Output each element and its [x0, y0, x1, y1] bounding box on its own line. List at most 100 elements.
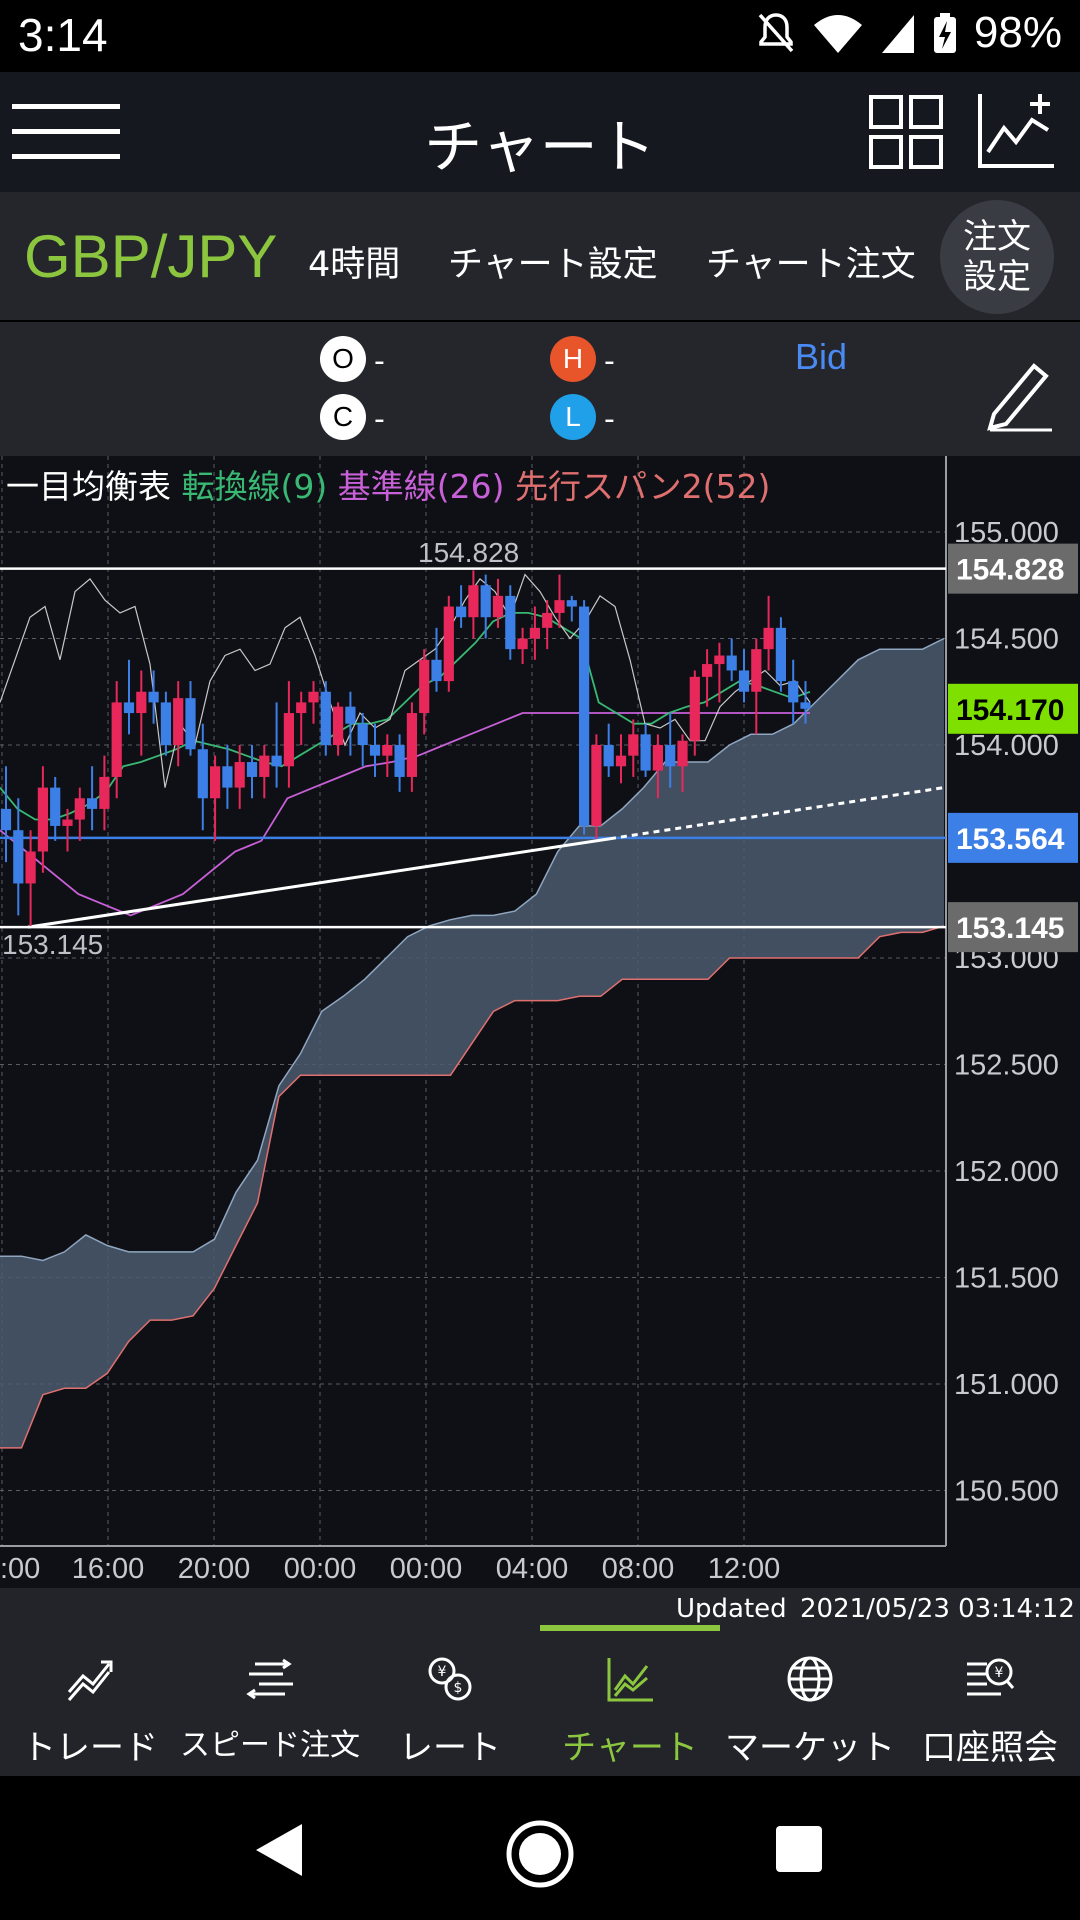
candle-body [222, 766, 233, 788]
rate-icon: ¥$ [428, 1657, 472, 1701]
candle-body [419, 659, 430, 714]
tab-speed-order[interactable]: スピード注文 [180, 1628, 360, 1776]
candle-body [333, 706, 344, 745]
tab-label: マーケット [725, 1728, 895, 1768]
timeframe-selector[interactable]: 4時間 [308, 245, 401, 285]
x-tick-label: 08:00 [602, 1553, 675, 1585]
indicator-legend: 一目均衡表 転換線(9) 基準線(26) 先行スパン2(52) [6, 467, 770, 506]
candle-body [640, 734, 651, 771]
x-tick-label: 20:00 [178, 1553, 251, 1585]
home-icon[interactable] [504, 1818, 576, 1890]
legend-tenkan: 転換線(9) [171, 467, 327, 506]
candle-body [382, 745, 393, 756]
ohlc-panel: O - C - H - L - Bid [0, 322, 1080, 456]
candle-body [406, 713, 417, 777]
candle-body [308, 691, 319, 703]
tab-rate[interactable]: ¥ $ レート [360, 1628, 540, 1776]
high-annotation: 154.828 [418, 537, 519, 568]
y-tick-label: 154.500 [954, 624, 1059, 656]
chart-area[interactable]: 一目均衡表 転換線(9) 基準線(26) 先行スパン2(52) 154.828 15… [0, 456, 1080, 1588]
menu-line [12, 154, 120, 159]
candle-body [542, 612, 553, 628]
candle-body [283, 713, 294, 767]
senkou-span-b-line [0, 925, 945, 1449]
candle-body [345, 706, 356, 724]
price-tag-label: 154.170 [956, 694, 1064, 727]
chart-order-button[interactable]: チャート注文 [706, 245, 916, 285]
tab-chart[interactable]: チャート [540, 1628, 720, 1776]
pencil-draw-icon[interactable] [982, 352, 1056, 432]
wifi-icon [813, 15, 862, 53]
recents-icon[interactable] [776, 1826, 822, 1872]
active-tab-indicator [540, 1625, 720, 1631]
open-badge: O [320, 336, 366, 382]
updated-row: Updated 2021/05/23 03:14:12 [0, 1588, 1080, 1628]
close-value: - [374, 402, 385, 437]
candle-body [665, 745, 676, 767]
price-tag-bg [948, 683, 1078, 734]
order-settings-label-1: 注文 [963, 217, 1031, 257]
y-tick-label: 154.000 [954, 730, 1059, 762]
bottom-tab-bar: トレード スピード注文 ¥ $ レート チャート マーケット ¥ 口座照会 [0, 1628, 1080, 1776]
candle-body [554, 600, 565, 613]
grid-layout-icon[interactable] [868, 94, 944, 170]
senkou-span-a-line [0, 637, 945, 1262]
tab-label: チャート [562, 1728, 698, 1768]
price-tag-label: 154.828 [956, 554, 1064, 587]
low-badge: L [550, 394, 596, 440]
candle-body [87, 798, 98, 809]
candle-body [566, 600, 577, 607]
status-time: 3:14 [18, 9, 108, 61]
symbol-bar: GBP/JPY 4時間 チャート設定 チャート注文 注文 設定 [0, 192, 1080, 320]
currency-pair-selector[interactable]: GBP/JPY [24, 223, 278, 290]
candle-body [394, 745, 405, 777]
hamburger-menu-button[interactable] [12, 104, 120, 162]
candle-body [517, 638, 528, 650]
candle-body [271, 755, 282, 767]
legend-name: 一目均衡表 [6, 467, 171, 506]
y-tick-label: 152.000 [954, 1156, 1059, 1188]
battery-charging-icon [933, 13, 956, 53]
candle-body [443, 606, 454, 682]
price-tag-bg [948, 812, 1078, 863]
candle-body [259, 755, 270, 777]
tab-trade[interactable]: トレード [0, 1628, 180, 1776]
tab-market[interactable]: マーケット [720, 1628, 900, 1776]
menu-line [12, 104, 120, 109]
y-tick-label: 150.500 [954, 1476, 1059, 1508]
add-chart-icon[interactable] [976, 90, 1056, 170]
chart-settings-button[interactable]: チャート設定 [448, 245, 658, 285]
order-settings-button[interactable]: 注文 設定 [940, 200, 1054, 314]
candle-body [234, 762, 245, 788]
y-tick-label: 152.500 [954, 1050, 1059, 1082]
candle-body [603, 745, 614, 767]
order-settings-label-2: 設定 [963, 257, 1031, 297]
menu-line [12, 129, 120, 134]
candle-body [788, 681, 799, 703]
y-tick-label: 151.500 [954, 1263, 1059, 1295]
candle-body [468, 585, 479, 618]
back-icon[interactable] [254, 1822, 304, 1878]
candle-body [62, 819, 73, 826]
battery-percent: 98% [973, 8, 1062, 57]
candle-body [99, 776, 110, 809]
candle-body [123, 702, 135, 714]
candle-body [173, 698, 184, 745]
system-nav-bar [0, 1776, 1080, 1920]
trade-icon [67, 1660, 113, 1701]
tab-account[interactable]: ¥ 口座照会 [900, 1628, 1080, 1776]
signal-icon [881, 15, 914, 53]
page-title: チャート [424, 113, 656, 181]
candlestick-chart[interactable]: 一目均衡表 転換線(9) 基準線(26) 先行スパン2(52) 154.828 15… [0, 456, 1080, 1588]
candle-body [677, 740, 688, 767]
price-tag-bg [948, 902, 1078, 953]
chart-icon [607, 1658, 653, 1702]
x-tick-label: 12:00 [708, 1553, 781, 1585]
trendline [27, 837, 611, 929]
candle-body [246, 762, 258, 777]
price-tag-bg [948, 543, 1078, 594]
candle-body [431, 659, 442, 682]
candle-body [492, 595, 504, 618]
candle-body [800, 702, 811, 709]
candle-body [13, 830, 24, 884]
